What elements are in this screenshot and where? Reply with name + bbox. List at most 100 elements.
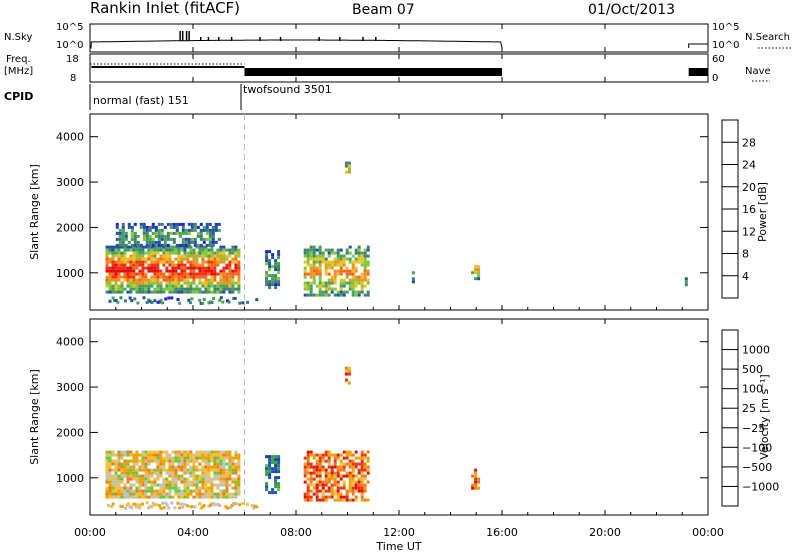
range-gate-cell: [141, 260, 145, 264]
range-gate-cell: [144, 489, 148, 493]
range-gate-cell: [120, 450, 124, 454]
range-gate-cell: [348, 287, 352, 291]
range-gate-cell: [216, 248, 220, 252]
range-gate-cell: [344, 369, 348, 373]
range-gate-cell: [142, 237, 146, 241]
range-gate-cell: [162, 450, 166, 454]
range-gate-cell: [222, 471, 226, 475]
range-gate-cell: [144, 272, 148, 276]
range-gate-cell: [150, 245, 154, 249]
range-gate-cell: [315, 471, 319, 475]
range-gate-cell: [147, 278, 151, 282]
range-gate-cell: [225, 263, 229, 267]
range-gate-cell: [360, 456, 364, 460]
range-gate-cell: [219, 483, 223, 487]
range-gate-cell: [339, 465, 343, 469]
range-gate-cell: [228, 272, 232, 276]
range-gate-cell: [201, 480, 205, 484]
range-gate-cell: [189, 275, 193, 279]
range-gate-cell: [141, 248, 145, 252]
range-gate-cell: [477, 480, 481, 484]
range-gate-cell: [123, 492, 127, 496]
range-gate-cell: [157, 240, 161, 244]
range-gate-cell: [327, 459, 331, 463]
range-gate-cell: [117, 248, 121, 252]
range-gate-cell: [120, 254, 124, 258]
range-gate-cell: [114, 281, 118, 285]
range-gate-cell: [204, 251, 208, 255]
range-gate-cell: [123, 459, 127, 463]
range-gate-cell: [277, 253, 281, 257]
range-gate-cell: [330, 486, 334, 490]
range-gate-cell: [132, 492, 136, 496]
range-gate-cell: [189, 266, 193, 270]
nsearch-tick-bottom: 10^0: [712, 40, 739, 51]
range-gate-cell: [120, 266, 124, 270]
range-gate-cell: [168, 257, 172, 261]
range-gate-cell: [222, 495, 226, 499]
range-gate-cell: [360, 474, 364, 478]
range-gate-cell: [141, 459, 145, 463]
range-gate-cell: [216, 471, 220, 475]
range-gate-cell: [351, 269, 355, 273]
range-gate-cell: [306, 260, 310, 264]
ground-scatter-cell: [141, 502, 144, 506]
range-gate-cell: [321, 290, 325, 294]
range-gate-cell: [159, 275, 163, 279]
range-gate-cell: [165, 471, 169, 475]
range-gate-cell: [135, 257, 139, 261]
range-gate-cell: [183, 278, 187, 282]
range-gate-cell: [126, 278, 130, 282]
ground-scatter-cell: [150, 505, 154, 509]
range-gate-cell: [216, 257, 220, 261]
range-gate-cell: [336, 251, 340, 255]
range-gate-cell: [309, 480, 313, 484]
range-gate-cell: [190, 237, 194, 241]
range-gate-cell: [306, 293, 310, 297]
range-gate-cell: [135, 492, 139, 496]
range-gate-cell: [339, 459, 343, 463]
range-gate-cell: [105, 465, 109, 469]
range-gate-cell: [165, 492, 169, 496]
ground-scatter-cell: [145, 301, 149, 304]
range-gate-cell: [348, 486, 352, 490]
range-gate-cell: [345, 272, 349, 276]
range-gate-cell: [351, 465, 355, 469]
ground-scatter-cell: [148, 299, 152, 303]
range-gate-cell: [222, 248, 226, 252]
range-gate-cell: [183, 492, 187, 496]
range-gate-cell: [207, 492, 211, 496]
range-gate-cell: [144, 468, 148, 472]
range-gate-cell: [222, 278, 226, 282]
range-gate-cell: [225, 480, 229, 484]
range-gate-cell: [129, 453, 133, 457]
range-gate-cell: [129, 471, 133, 475]
range-gate-cell: [151, 240, 155, 244]
range-gate-cell: [271, 461, 275, 465]
range-gate-cell: [354, 275, 358, 279]
range-gate-cell: [150, 275, 154, 279]
range-gate-cell: [186, 281, 190, 285]
range-gate-cell: [168, 275, 172, 279]
range-gate-cell: [114, 284, 118, 288]
range-gate-cell: [144, 465, 148, 469]
range-gate-cell: [477, 274, 481, 278]
range-gate-cell: [138, 245, 142, 249]
ground-scatter-cell: [218, 504, 222, 507]
power-heatmap: [105, 114, 688, 310]
range-gate-cell: [207, 480, 211, 484]
range-gate-cell: [198, 254, 202, 258]
range-gate-cell: [312, 248, 316, 252]
range-gate-cell: [162, 456, 166, 460]
range-gate-cell: [183, 245, 187, 249]
range-gate-cell: [274, 455, 278, 459]
range-gate-cell: [336, 474, 340, 478]
range-gate-cell: [318, 498, 322, 502]
range-gate-cell: [363, 248, 367, 252]
velocity-colorbar-label: Velocity [m s⁻¹]: [758, 374, 771, 459]
range-gate-cell: [159, 462, 163, 466]
range-gate-cell: [366, 248, 370, 252]
range-gate-cell: [306, 495, 310, 499]
range-gate-cell: [348, 489, 352, 493]
range-gate-cell: [208, 231, 212, 235]
